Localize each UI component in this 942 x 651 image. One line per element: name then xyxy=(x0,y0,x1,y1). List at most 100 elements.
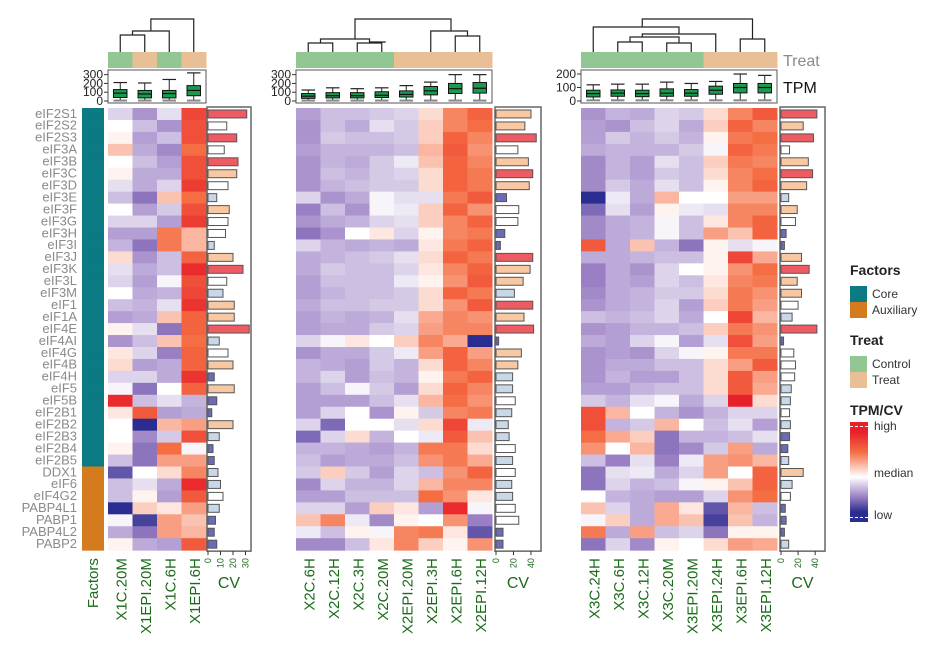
gene-label: eIF3A xyxy=(42,142,77,157)
heatmap-cell xyxy=(443,275,468,288)
heatmap-cell xyxy=(581,239,606,252)
heatmap-cell xyxy=(679,490,704,503)
gene-label: eIF4E xyxy=(42,321,77,336)
heatmap-cell xyxy=(728,191,753,205)
treat-annotation-cell xyxy=(605,52,631,68)
heatmap-cell xyxy=(467,370,493,384)
heatmap-cell xyxy=(418,358,444,372)
heatmap-cell xyxy=(728,143,753,157)
heatmap-cell xyxy=(467,478,493,491)
cv-bar xyxy=(495,300,534,310)
cv-bar xyxy=(780,539,790,549)
heatmap-cell xyxy=(581,215,606,228)
heatmap-cell xyxy=(581,526,606,539)
cv-bar xyxy=(207,479,221,489)
treat-annotation-cell xyxy=(394,52,419,68)
heatmap-cell xyxy=(369,502,395,515)
heatmap-cell xyxy=(703,131,729,145)
heatmap-cell xyxy=(418,179,444,193)
heatmap-cell xyxy=(157,382,182,396)
heatmap-cell xyxy=(581,382,606,396)
heatmap-cell xyxy=(467,358,493,372)
heatmap-cell xyxy=(467,203,493,217)
heatmap-cell xyxy=(296,347,321,360)
heatmap-cell xyxy=(581,466,606,479)
heatmap-cell xyxy=(369,119,395,133)
heatmap-cell xyxy=(369,370,395,384)
scale-label-low: low xyxy=(874,508,893,522)
heatmap-cell xyxy=(443,514,468,527)
heatmap-cell xyxy=(752,299,778,312)
factor-cell xyxy=(82,215,104,228)
cv-bar xyxy=(207,456,215,465)
heatmap-cell xyxy=(630,167,655,181)
heatmap-cell xyxy=(132,263,158,276)
heatmap-cell xyxy=(320,382,346,396)
heatmap-cell xyxy=(181,323,207,336)
sample-label: X2EPI.3H xyxy=(424,558,441,624)
heatmap-cell xyxy=(320,167,346,181)
heatmap-cell xyxy=(630,263,655,276)
tpm-axis-tick-label: 100 xyxy=(271,85,291,99)
cv-bar xyxy=(495,169,534,179)
heatmap-cell xyxy=(296,430,321,444)
heatmap-cell xyxy=(679,227,704,240)
heatmap-cell xyxy=(157,155,182,169)
heatmap-cell xyxy=(703,299,729,312)
heatmap-cell xyxy=(157,418,182,432)
heatmap-cell xyxy=(728,347,753,360)
heatmap-cell xyxy=(320,454,346,467)
heatmap-cell xyxy=(132,502,158,515)
heatmap-cell xyxy=(157,335,182,348)
heatmap-cell xyxy=(679,406,704,420)
heatmap-cell xyxy=(630,299,655,312)
gene-label: eIF6 xyxy=(51,476,77,491)
cv-bar xyxy=(780,205,798,215)
heatmap-cell xyxy=(108,275,133,288)
heatmap-cell xyxy=(581,514,606,527)
heatmap-cell xyxy=(679,382,704,396)
control-swatch xyxy=(850,356,867,372)
boxplot-box xyxy=(659,88,674,97)
heatmap-cell xyxy=(181,167,207,181)
heatmap-cell xyxy=(132,275,158,288)
heatmap-cell xyxy=(703,538,729,551)
treat-annotation-cell xyxy=(703,52,729,68)
heatmap-cell xyxy=(703,514,729,527)
heatmap-cell xyxy=(369,227,395,240)
heatmap-cell xyxy=(369,215,395,228)
cv-bar xyxy=(780,240,785,250)
heatmap-cell xyxy=(369,275,395,288)
heatmap-cell xyxy=(369,203,395,217)
heatmap-cell xyxy=(581,335,606,348)
heatmap-cell xyxy=(443,454,468,467)
heatmap-cell xyxy=(394,299,419,312)
treat-annotation-cell xyxy=(132,52,158,68)
sample-label: X1C.6H xyxy=(162,558,179,611)
heatmap-cell xyxy=(679,502,704,515)
heatmap-cell xyxy=(320,406,346,420)
heatmap-cell xyxy=(157,514,182,527)
heatmap-cell xyxy=(108,251,133,264)
heatmap-cell xyxy=(320,239,346,252)
cv-bar xyxy=(207,324,250,334)
heatmap-cell xyxy=(369,311,395,324)
heatmap-cell xyxy=(679,179,704,193)
heatmap-cell xyxy=(679,203,704,217)
heatmap-cell xyxy=(181,502,207,515)
heatmap-cell xyxy=(345,430,370,444)
heatmap-cell xyxy=(679,358,704,372)
heatmap-cell xyxy=(345,502,370,515)
heatmap-cell xyxy=(394,227,419,240)
heatmap-cell xyxy=(605,335,631,348)
heatmap-cell xyxy=(630,454,655,467)
heatmap-cell xyxy=(108,442,133,456)
heatmap-cell xyxy=(157,179,182,193)
heatmap-cell xyxy=(418,311,444,324)
cv-bar xyxy=(780,479,793,489)
heatmap-cell xyxy=(157,143,182,157)
heatmap-cell xyxy=(443,418,468,432)
cv-bar xyxy=(495,456,514,465)
color-scale: high median low xyxy=(850,419,942,522)
heatmap-cell xyxy=(581,502,606,515)
